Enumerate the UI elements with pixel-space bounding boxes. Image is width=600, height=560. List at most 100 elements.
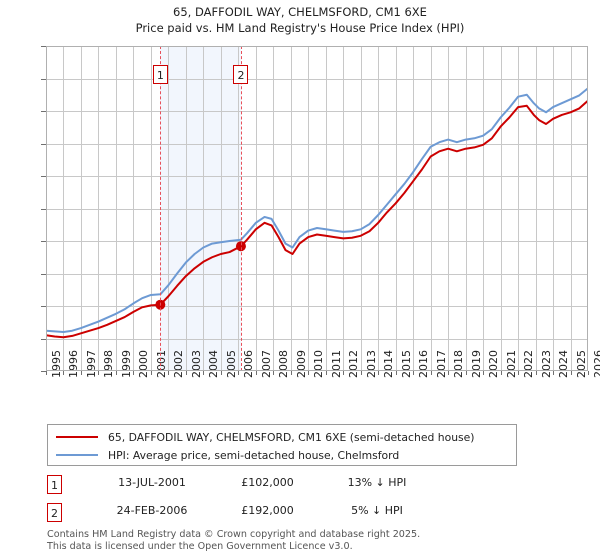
x-axis-tick [290, 371, 292, 375]
x-axis-tick [325, 371, 327, 375]
x-axis-tick [518, 371, 520, 375]
event-marker-badge[interactable]: 1 [152, 65, 168, 84]
y-axis-tick [41, 306, 46, 307]
y-axis-tick [41, 176, 46, 177]
gridline-horizontal [46, 143, 588, 145]
transaction-price: £192,000 [241, 504, 294, 517]
x-axis-tick [500, 371, 502, 375]
gridline-horizontal [46, 306, 588, 307]
gridline-horizontal [46, 241, 588, 242]
gridline-vertical [150, 46, 152, 371]
y-axis-tick [41, 371, 46, 372]
event-marker-badge[interactable]: 2 [233, 65, 249, 84]
x-axis-tick [80, 371, 82, 375]
gridline-horizontal [46, 273, 588, 275]
x-axis-tick [483, 371, 485, 375]
y-axis-tick [41, 78, 46, 80]
gridline-vertical [290, 46, 292, 371]
transaction-hpi-delta: 13% ↓ HPI [347, 476, 407, 489]
x-axis-tick [378, 371, 380, 375]
gridline-vertical [255, 46, 257, 371]
y-axis-tick [41, 338, 46, 340]
transaction-hpi-delta: 5% ↓ HPI [351, 504, 403, 517]
gridline-horizontal [46, 78, 588, 80]
x-axis-tick [115, 371, 117, 375]
x-axis-tick [535, 371, 537, 375]
x-axis-tick [63, 371, 65, 375]
y-axis-tick [41, 143, 46, 145]
x-axis-tick [395, 371, 397, 375]
legend-label-hpi: HPI: Average price, semi-detached house,… [108, 448, 400, 462]
footer-attribution: Contains HM Land Registry data © Crown c… [47, 529, 567, 552]
x-axis-tick [465, 371, 467, 375]
gridline-vertical [80, 46, 82, 371]
gridline-vertical [343, 46, 345, 371]
gridline-vertical [115, 46, 117, 371]
gridline-vertical [273, 46, 275, 371]
x-axis-tick [98, 371, 100, 375]
gridline-vertical [553, 46, 555, 371]
x-axis-tick [360, 371, 362, 375]
transaction-date: 24-FEB-2006 [116, 504, 188, 517]
transaction-row[interactable]: 2 24-FEB-2006 £192,000 5% ↓ HPI [47, 503, 517, 527]
chart-legend: 65, DAFFODIL WAY, CHELMSFORD, CM1 6XE (s… [47, 424, 517, 466]
chart-title-block: 65, DAFFODIL WAY, CHELMSFORD, CM1 6XE Pr… [0, 4, 600, 36]
event-line [160, 46, 162, 371]
transaction-badge: 1 [47, 475, 62, 494]
transaction-point[interactable] [155, 299, 166, 310]
x-axis-tick [413, 371, 415, 375]
gridline-vertical [168, 46, 170, 371]
x-axis-label: 2026 [592, 350, 600, 378]
gridline-vertical [448, 46, 450, 371]
x-axis-tick [588, 371, 589, 375]
transaction-date: 13-JUL-2001 [118, 476, 186, 489]
gridline-vertical [430, 46, 432, 371]
gridline-vertical [570, 46, 572, 371]
x-axis-tick [570, 371, 572, 375]
series-lines [46, 87, 588, 339]
transaction-row[interactable]: 1 13-JUL-2001 £102,000 13% ↓ HPI [47, 475, 517, 499]
gridline-vertical [518, 46, 520, 371]
series-line [46, 99, 588, 339]
x-axis-tick [238, 371, 240, 375]
legend-item-hpi: HPI: Average price, semi-detached house,… [56, 445, 399, 465]
legend-swatch-hpi [56, 454, 98, 456]
x-axis-tick [150, 371, 152, 375]
gridline-vertical [63, 46, 65, 371]
gridline-horizontal [46, 111, 588, 112]
legend-label-price-paid: 65, DAFFODIL WAY, CHELMSFORD, CM1 6XE (s… [108, 430, 475, 444]
x-axis-tick [203, 371, 205, 375]
page-subtitle: Price paid vs. HM Land Registry's House … [135, 21, 465, 35]
y-axis-tick [41, 273, 46, 275]
x-axis-tick [255, 371, 257, 375]
x-axis-tick [553, 371, 555, 375]
gridline-vertical [395, 46, 397, 371]
x-axis-tick [46, 371, 47, 375]
y-axis-tick [41, 241, 46, 242]
gridline-vertical [378, 46, 380, 371]
plot-frame [46, 46, 588, 371]
x-axis-tick [273, 371, 275, 375]
gridline-vertical [308, 46, 310, 371]
series-line [46, 87, 588, 333]
gridline-vertical [483, 46, 485, 371]
gridline-vertical [360, 46, 362, 371]
x-axis-tick [168, 371, 170, 375]
gridline-vertical [413, 46, 415, 371]
gridline-horizontal [46, 208, 588, 210]
page-title: 65, DAFFODIL WAY, CHELMSFORD, CM1 6XE [173, 5, 427, 19]
x-axis-tick [185, 371, 187, 375]
gridline-vertical [500, 46, 502, 371]
gridline-vertical [98, 46, 100, 371]
x-axis-tick [343, 371, 345, 375]
y-axis-tick [41, 46, 46, 47]
plot-area: £0£50K£100K£150K£200K£250K£300K£350K£400… [41, 46, 600, 378]
gridline-vertical [220, 46, 222, 371]
y-axis-tick [41, 111, 46, 112]
x-axis-tick [430, 371, 432, 375]
transaction-badge: 2 [47, 503, 62, 522]
legend-swatch-price-paid [56, 436, 98, 438]
event-line [240, 46, 242, 371]
gridline-horizontal [46, 338, 588, 340]
